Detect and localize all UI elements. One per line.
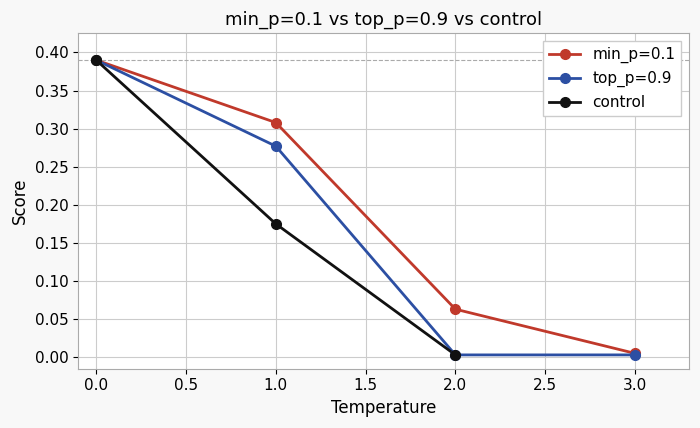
control <box>272 221 280 226</box>
control <box>452 352 460 357</box>
Legend: min_p=0.1, top_p=0.9, control: min_p=0.1, top_p=0.9, control <box>543 41 681 116</box>
X-axis label: Temperature: Temperature <box>331 399 436 417</box>
Title: min_p=0.1 vs top_p=0.9 vs control: min_p=0.1 vs top_p=0.9 vs control <box>225 11 542 30</box>
Line: top_p=0.9: top_p=0.9 <box>271 141 640 360</box>
min_p=0.1 <box>452 306 460 312</box>
Line: control: control <box>92 55 461 360</box>
top_p=0.9 <box>631 352 639 357</box>
min_p=0.1 <box>272 120 280 125</box>
control <box>92 57 100 62</box>
Line: min_p=0.1: min_p=0.1 <box>271 118 640 358</box>
top_p=0.9 <box>452 352 460 357</box>
top_p=0.9 <box>272 144 280 149</box>
Y-axis label: Score: Score <box>11 178 29 224</box>
min_p=0.1 <box>631 351 639 356</box>
